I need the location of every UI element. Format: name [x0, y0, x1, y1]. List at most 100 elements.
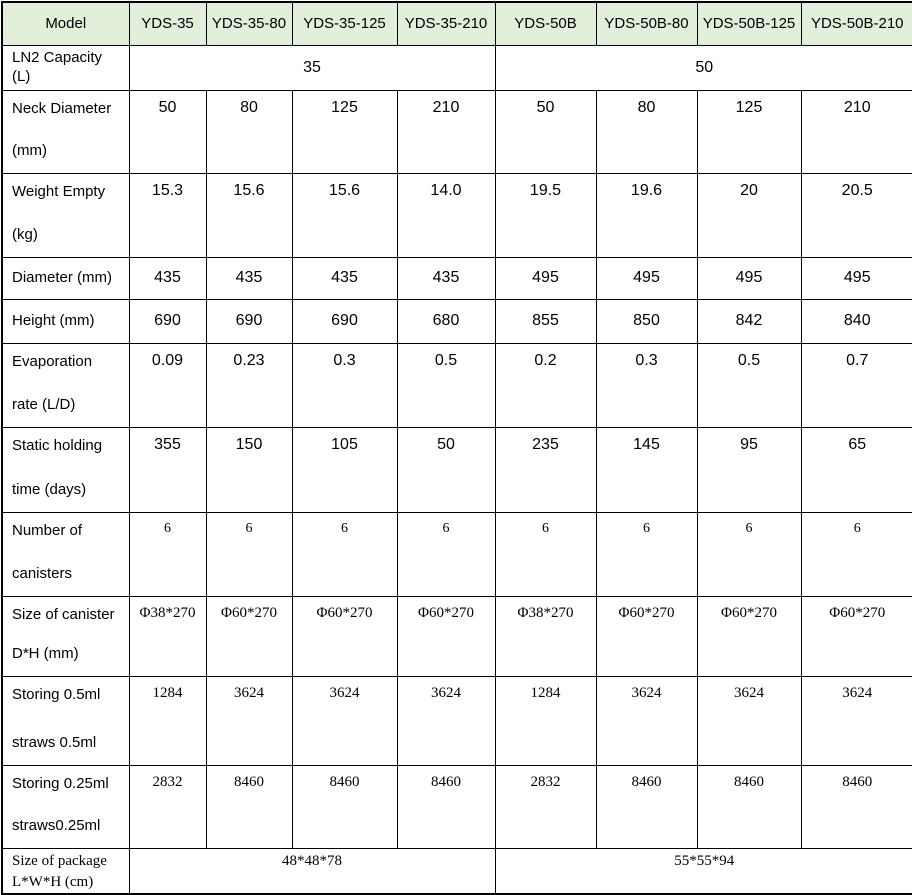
data-cell: Φ60*270 — [595, 595, 698, 677]
data-cell: 0.23 — [205, 342, 293, 428]
data-cell: 2832 — [128, 764, 207, 849]
data-cell: 6 — [291, 511, 398, 597]
data-cell: 855 — [494, 298, 597, 344]
row-label-line: canisters — [12, 564, 73, 582]
row-label: Size of canister D*H (mm) — [1, 595, 130, 677]
header-cell-yds-50b-210: YDS-50B-210 — [800, 1, 912, 46]
header-cell-yds-35-80: YDS-35-80 — [205, 1, 293, 46]
data-cell: 3624 — [291, 675, 398, 766]
table-row-height-mm: Height (mm) 690 690 690 680 855 850 842 840 — [1, 298, 912, 344]
table-row-diameter-mm: Diameter (mm) 435 435 435 435 495 495 495 495 — [1, 256, 912, 300]
data-cell: 65 — [800, 426, 912, 513]
data-cell: 8460 — [291, 764, 398, 849]
table-row-size-of-package: Size of package L*W*H (cm) 48*48*78 55*55*9… — [1, 847, 912, 894]
data-cell: Φ60*270 — [800, 595, 912, 677]
data-cell: 680 — [396, 298, 496, 344]
data-cell: 8460 — [205, 764, 293, 849]
data-cell: 850 — [595, 298, 698, 344]
data-cell: 0.7 — [800, 342, 912, 428]
data-cell: 840 — [800, 298, 912, 344]
row-label-line: Storing 0.25ml — [12, 774, 109, 792]
row-label: Neck Diameter (mm) — [1, 89, 130, 174]
data-cell: 2832 — [494, 764, 597, 849]
row-label-line: Static holding — [12, 436, 103, 454]
table-row-ln2-capacity-l: LN2 Capacity (L) 35 50 — [1, 44, 912, 91]
data-cell: 50 — [128, 89, 207, 174]
data-cell: 50 — [494, 44, 912, 91]
data-cell: 355 — [128, 426, 207, 513]
data-cell: 3624 — [800, 675, 912, 766]
data-cell: Φ60*270 — [291, 595, 398, 677]
row-label: Size of package L*W*H (cm) — [1, 847, 130, 894]
header-cell-yds-50b-125: YDS-50B-125 — [696, 1, 802, 46]
data-cell: 6 — [128, 511, 207, 597]
table-row-size-of-canister: Size of canister D*H (mm) Φ38*270 Φ60*270 Φ6… — [1, 595, 912, 677]
data-cell: 690 — [205, 298, 293, 344]
data-cell: 235 — [494, 426, 597, 513]
row-label: Static holding time (days) — [1, 426, 130, 513]
row-label-line: Diameter (mm) — [12, 268, 112, 286]
data-cell: 15.6 — [205, 172, 293, 258]
data-cell: 50 — [494, 89, 597, 174]
header-row: Model YDS-35 YDS-35-80 YDS-35-125 YDS-35-210… — [1, 1, 912, 46]
data-cell: 20 — [696, 172, 802, 258]
data-cell: 145 — [595, 426, 698, 513]
data-cell: 435 — [291, 256, 398, 300]
data-cell: 435 — [205, 256, 293, 300]
row-label-line: D*H (mm) — [12, 644, 79, 662]
data-cell: 105 — [291, 426, 398, 513]
row-label: Number of canisters — [1, 511, 130, 597]
data-cell: 435 — [396, 256, 496, 300]
table-row-storing-0-5ml: Storing 0.5ml straws 0.5ml 1284 3624 3624 362… — [1, 675, 912, 766]
data-cell: 6 — [494, 511, 597, 597]
data-cell: 0.5 — [696, 342, 802, 428]
data-cell: 19.5 — [494, 172, 597, 258]
data-cell: 8460 — [800, 764, 912, 849]
table-row-number-of: Number of canisters 6 6 6 6 6 6 6 6 — [1, 511, 912, 597]
table-row-neck-diameter: Neck Diameter (mm) 50 80 125 210 50 80 125 210 — [1, 89, 912, 174]
data-cell: 48*48*78 — [128, 847, 496, 894]
row-label-line: Height (mm) — [12, 311, 95, 329]
data-cell: 1284 — [494, 675, 597, 766]
data-cell: 80 — [595, 89, 698, 174]
data-cell: 690 — [291, 298, 398, 344]
row-label-line: Size of canister — [12, 605, 115, 623]
row-label-line: straws0.25ml — [12, 816, 101, 834]
header-cell-yds-35: YDS-35 — [128, 1, 207, 46]
table-row-evaporation: Evaporation rate (L/D) 0.09 0.23 0.3 0.5 0.2 0.… — [1, 342, 912, 428]
table-row-static-holding: Static holding time (days) 355 150 105 50 235 1… — [1, 426, 912, 513]
data-cell: 210 — [800, 89, 912, 174]
row-label-line: L*W*H (cm) — [12, 873, 94, 890]
data-cell: 0.3 — [291, 342, 398, 428]
data-cell: 3624 — [205, 675, 293, 766]
data-cell: 3624 — [595, 675, 698, 766]
data-cell: 15.6 — [291, 172, 398, 258]
data-cell: 6 — [800, 511, 912, 597]
data-cell: 0.09 — [128, 342, 207, 428]
data-cell: Φ60*270 — [696, 595, 802, 677]
data-cell: 6 — [696, 511, 802, 597]
row-label-line: rate (L/D) — [12, 395, 76, 413]
data-cell: 0.2 — [494, 342, 597, 428]
row-label-line: Evaporation — [12, 352, 93, 370]
table-row-weight-empty: Weight Empty (kg) 15.3 15.6 15.6 14.0 19.5 19.6… — [1, 172, 912, 258]
data-cell: 19.6 — [595, 172, 698, 258]
row-label-line: Weight Empty — [12, 182, 106, 200]
row-label-line: time (days) — [12, 480, 87, 498]
row-label: Storing 0.25ml straws0.25ml — [1, 764, 130, 849]
row-label: Height (mm) — [1, 298, 130, 344]
data-cell: 435 — [128, 256, 207, 300]
data-cell: 150 — [205, 426, 293, 513]
row-label-line: Neck Diameter — [12, 99, 112, 117]
row-label-line: straws 0.5ml — [12, 733, 97, 751]
row-label: Storing 0.5ml straws 0.5ml — [1, 675, 130, 766]
header-cell-yds-50b: YDS-50B — [494, 1, 597, 46]
header-cell-yds-35-210: YDS-35-210 — [396, 1, 496, 46]
data-cell: 842 — [696, 298, 802, 344]
data-cell: 0.3 — [595, 342, 698, 428]
data-cell: 495 — [800, 256, 912, 300]
data-cell: 3624 — [396, 675, 496, 766]
data-cell: 20.5 — [800, 172, 912, 258]
